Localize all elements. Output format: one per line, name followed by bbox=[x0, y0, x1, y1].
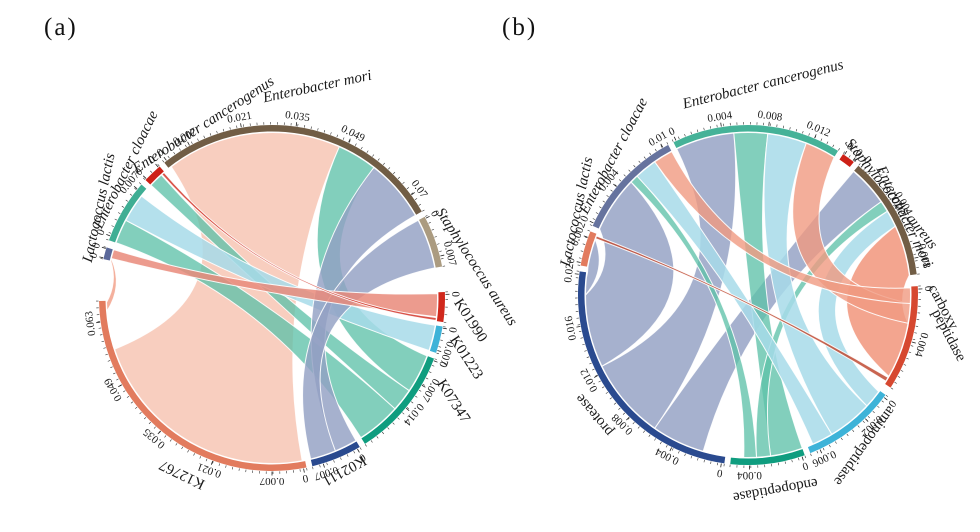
sector-label-K07347: K07347 bbox=[433, 377, 473, 427]
sector-arc-K01990 bbox=[436, 291, 445, 323]
tick-label-protease: 0.02 bbox=[562, 263, 576, 284]
sector-arc-lactis bbox=[580, 231, 597, 267]
sector-ticks-amino bbox=[810, 394, 889, 457]
sector-ticks-endo bbox=[729, 455, 807, 470]
sector-arc-aureus bbox=[419, 216, 443, 268]
tick-label-K02111: 0 bbox=[356, 451, 367, 464]
tick-label-lactis: 0 bbox=[90, 241, 103, 250]
tick-label-aureus: 0 bbox=[428, 209, 441, 220]
sector-ticks-mori bbox=[858, 163, 920, 275]
tick-label-cloacae: 0 bbox=[94, 227, 107, 237]
sector-ticks-K07347 bbox=[364, 358, 438, 447]
sector-arc-K01223 bbox=[429, 325, 443, 353]
ribbons bbox=[584, 132, 911, 458]
ribbon-cloacae-carboxy bbox=[654, 150, 911, 305]
sector-ticks-K01990 bbox=[443, 291, 450, 323]
tick-label-mori: 0.035 bbox=[284, 109, 311, 124]
sector-label-cancerogenus: Enterobacter cancerogenus bbox=[680, 57, 845, 113]
sector-arc-mori bbox=[854, 165, 917, 276]
sector-label-protease: protease bbox=[572, 390, 617, 439]
sector-ticks-cloacae bbox=[589, 142, 669, 226]
sector-ticks-carboxy bbox=[890, 285, 923, 390]
tick-label-K07347: 0 bbox=[436, 359, 449, 369]
sector-ticks-protease bbox=[574, 270, 725, 468]
tick-label-K12767: 0.007 bbox=[259, 475, 284, 487]
ribbon-K12767-lactis bbox=[106, 256, 117, 313]
sector-ticks-K01223 bbox=[436, 326, 447, 355]
sector-arc-cancerogenus bbox=[673, 125, 839, 157]
ribbon-cloacae-endo bbox=[630, 175, 758, 458]
tick-label-protease: 0.016 bbox=[563, 314, 579, 341]
ribbons bbox=[106, 132, 438, 464]
tick-label-cancerogenus: 0.004 bbox=[707, 109, 734, 125]
sector-ticks-lactis bbox=[576, 229, 591, 266]
sector-label-mori: Enterobacter mori bbox=[261, 68, 374, 107]
sector-arc-lactis bbox=[103, 247, 113, 261]
sector-arc-amino bbox=[807, 391, 886, 454]
tick-label-mori: 0.021 bbox=[226, 110, 252, 126]
tick-label-carboxy: 0 bbox=[922, 286, 934, 292]
panel-b-tag: (b) bbox=[502, 14, 538, 41]
tick-label-aureus: 0.007 bbox=[441, 240, 459, 267]
sector-ticks-cancerogenus bbox=[142, 163, 160, 180]
sector-ticks-aureus bbox=[425, 215, 446, 267]
ribbon-lactis-protease bbox=[584, 237, 600, 297]
sector-ticks-K02111 bbox=[312, 447, 362, 470]
sector-ticks-cloacae bbox=[105, 182, 142, 241]
sector-arc-K02111 bbox=[310, 441, 360, 467]
sector-arc-cancerogenus bbox=[145, 166, 164, 185]
ribbon-cancerogenus-K01990 bbox=[161, 171, 437, 322]
sector-arc-K07347 bbox=[361, 356, 435, 444]
tick-label-cloacae: 0 bbox=[578, 213, 591, 224]
tick-label-lactis: 0 bbox=[87, 251, 100, 260]
sector-arc-cloacae bbox=[592, 144, 672, 229]
sector-ticks-lactis bbox=[99, 246, 107, 260]
tick-label-cloacae: 0.01 bbox=[647, 129, 670, 149]
tick-label-endo: 0 bbox=[800, 459, 809, 472]
tick-label-K01990: 0 bbox=[449, 291, 461, 297]
tick-label-cancerogenus: 0 bbox=[667, 125, 678, 138]
tick-label-protease: 0 bbox=[716, 466, 724, 479]
tick-label-aureus: 0 bbox=[844, 140, 856, 153]
tick-label-cancerogenus: 0.008 bbox=[757, 109, 784, 124]
tick-label-mori: 0.008 bbox=[915, 243, 932, 270]
tick-label-endo: 0.004 bbox=[737, 469, 762, 481]
sector-ticks-K12767 bbox=[96, 300, 308, 476]
tick-label-K12767: 0.063 bbox=[83, 310, 98, 337]
sector-ticks-cancerogenus bbox=[671, 121, 840, 151]
tick-label-K01223: 0 bbox=[446, 326, 459, 334]
tick-label-K12767: 0 bbox=[301, 472, 309, 485]
panel-a-tag: (a) bbox=[44, 14, 78, 41]
sector-label-aureus: Staphylococcus aureus bbox=[432, 205, 520, 329]
sector-ticks-aureus bbox=[843, 150, 856, 162]
sector-ticks-mori bbox=[162, 122, 425, 212]
ribbon-lactis-carboxy bbox=[594, 235, 889, 382]
ribbon-cloacae-amino bbox=[636, 161, 833, 445]
tick-label-lactis: 0 bbox=[565, 256, 578, 264]
tick-label-carboxy: 0.004 bbox=[912, 331, 930, 359]
ribbon-lactis-K01990 bbox=[110, 248, 438, 318]
sector-arc-aureus bbox=[839, 154, 854, 168]
sector-arc-cloacae bbox=[108, 184, 147, 243]
sector-arc-endo bbox=[730, 449, 805, 466]
sector-arc-carboxy bbox=[885, 286, 919, 388]
